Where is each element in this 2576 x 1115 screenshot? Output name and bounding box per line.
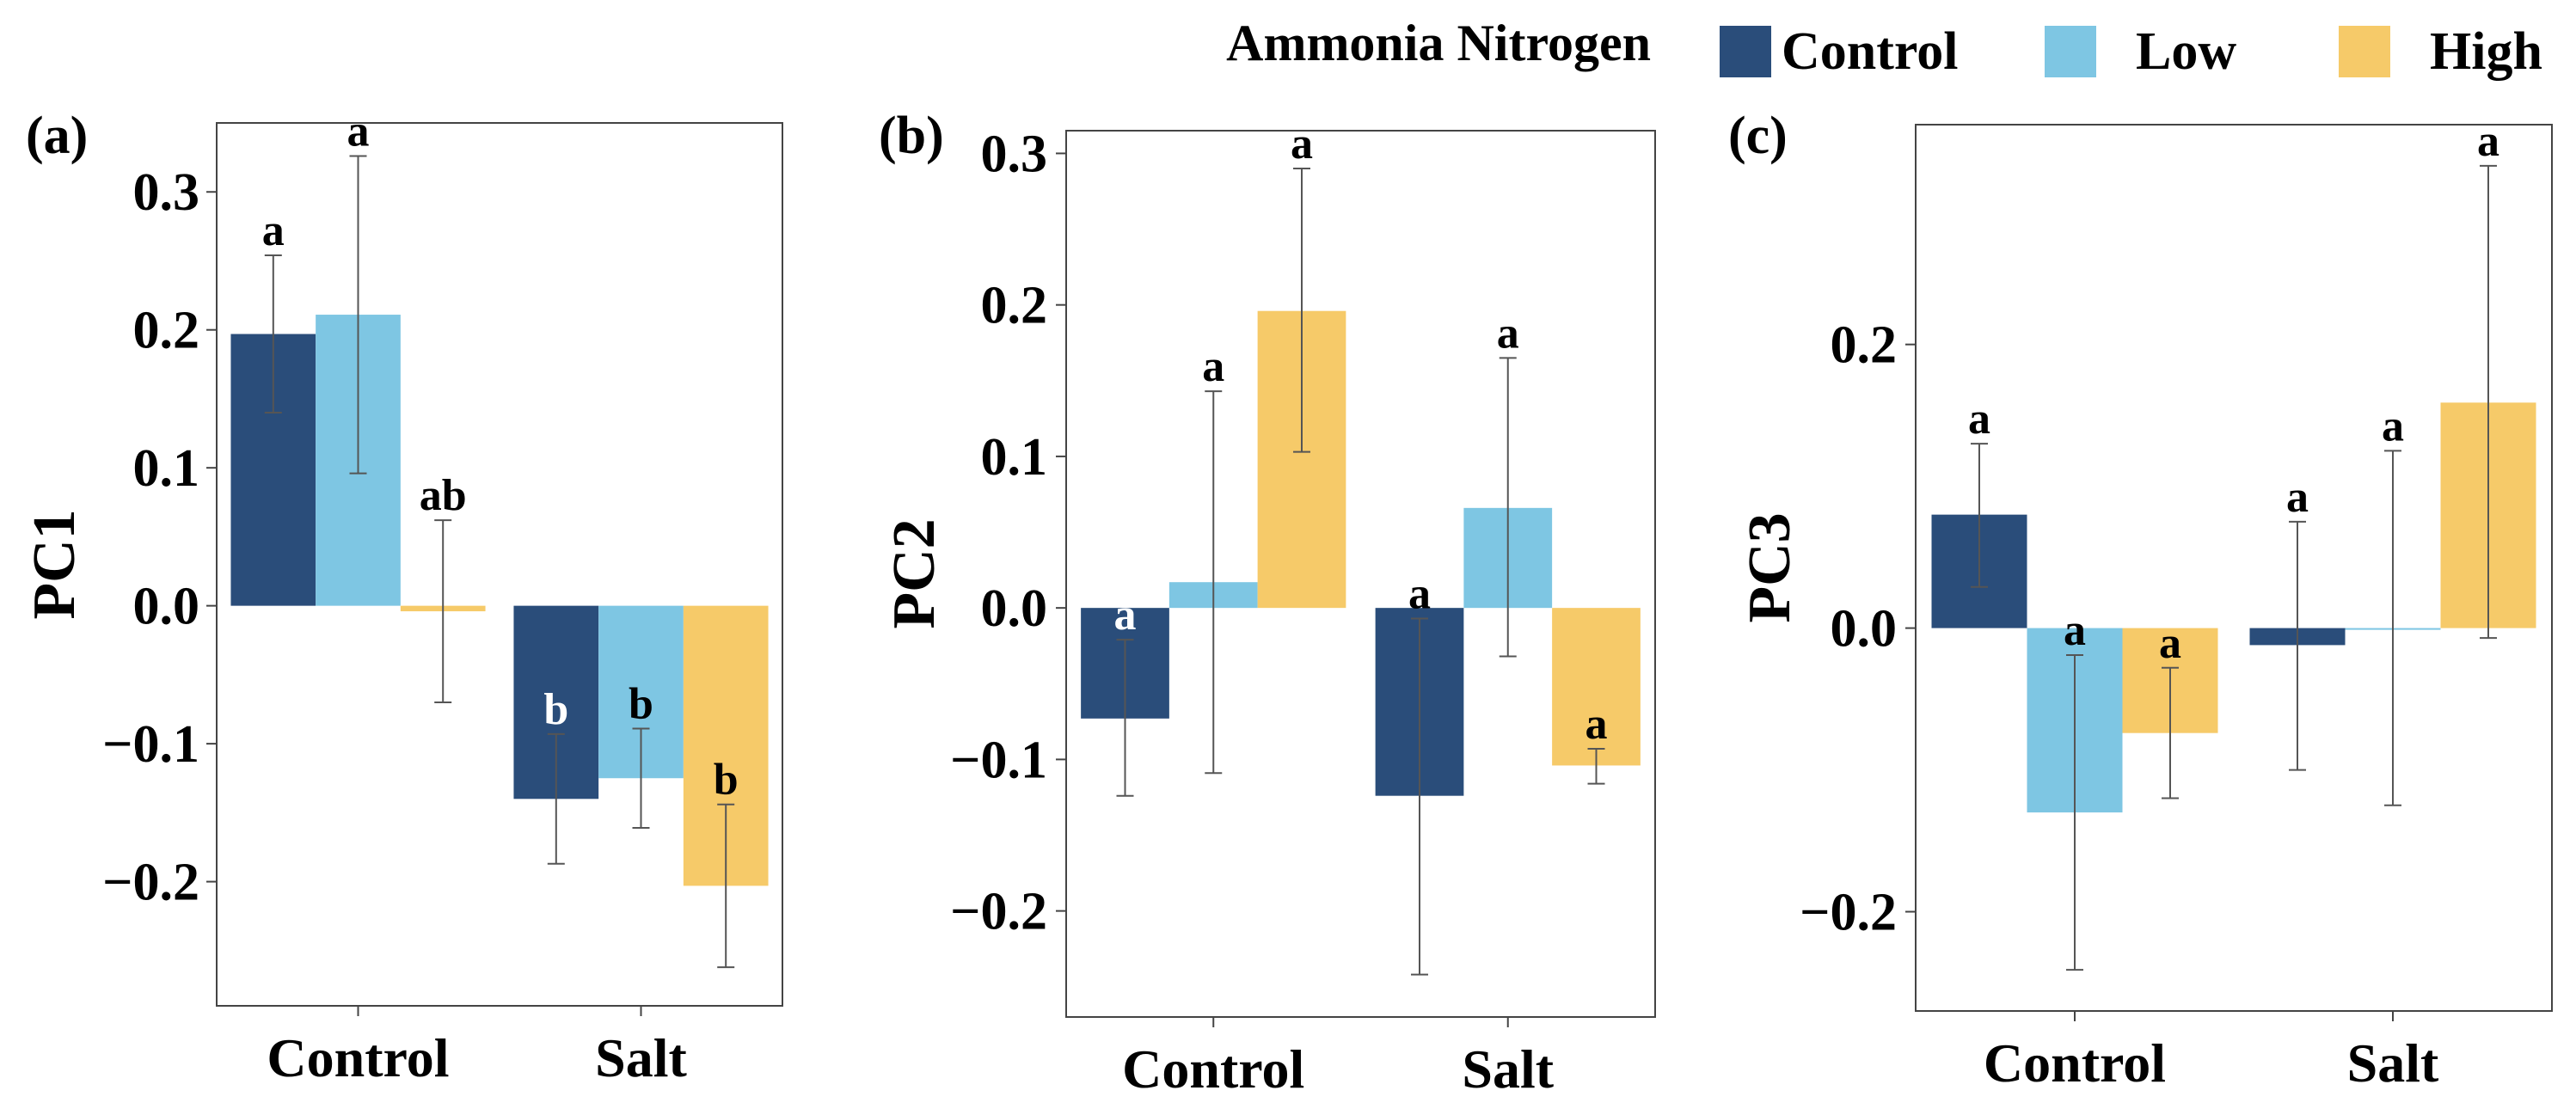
significance-letter: a (2382, 401, 2404, 450)
panel-label: (c) (1728, 107, 1788, 165)
plot-frame (1915, 124, 2553, 1012)
y-tick-label: −0.1 (950, 731, 1047, 789)
y-tick-label: 0.2 (1831, 316, 1898, 375)
significance-letter: b (629, 679, 653, 728)
significance-letter: a (1968, 395, 1990, 444)
significance-letter: a (2064, 606, 2086, 655)
y-tick-label: −0.2 (102, 854, 199, 912)
x-tick-label: Salt (2347, 1032, 2439, 1094)
significance-letter: a (1497, 309, 1519, 358)
significance-letter: b (714, 756, 739, 805)
legend-swatch-low (2045, 26, 2096, 77)
x-tick-label: Salt (595, 1027, 687, 1088)
panel-b-pc2: (b) PC2 0.3 0.2 0.1 0.0 −0.1 −0.2 Control a a a Salt… (879, 107, 1656, 1100)
y-axis-label: PC1 (21, 509, 88, 619)
y-tick-label: 0.0 (1831, 600, 1898, 659)
legend-title: Ammonia Nitrogen (1226, 15, 1651, 71)
legend-swatch-high (2339, 26, 2390, 77)
panel-a-pc1: (a) PC1 0.3 0.2 0.1 0.0 −0.1 −0.2 Control a a ab Sal… (21, 107, 783, 1088)
significance-letter: a (1202, 342, 1224, 391)
y-tick-label: 0.1 (133, 439, 200, 498)
significance-letter: a (2159, 619, 2181, 668)
x-tick-label: Control (267, 1027, 449, 1088)
panel-label: (b) (879, 107, 944, 165)
y-tick-label: 0.1 (981, 428, 1048, 487)
significance-letter: a (2286, 473, 2309, 522)
significance-letter: ab (420, 471, 467, 520)
y-tick-label: −0.2 (1800, 884, 1897, 942)
significance-letter: a (1114, 591, 1137, 640)
significance-letter: a (1408, 569, 1431, 618)
panel-c-pc3: (c) PC3 0.2 0.0 −0.2 Control a a a Salt a a a (1728, 107, 2553, 1094)
significance-letter: a (2477, 117, 2499, 166)
significance-letter: a (262, 206, 285, 255)
x-tick-label: Salt (1462, 1038, 1554, 1100)
legend: Ammonia Nitrogen Control Low High (1226, 15, 2542, 81)
significance-letter: a (1291, 119, 1313, 168)
panel-label: (a) (26, 107, 88, 165)
y-tick-label: −0.1 (102, 715, 199, 774)
plot-frame (216, 122, 783, 1007)
y-axis-label: PC3 (1737, 512, 1803, 622)
legend-label-control: Control (1782, 22, 1959, 81)
y-axis-label: PC2 (881, 518, 948, 628)
legend-swatch-control (1720, 26, 1771, 77)
y-tick-label: 0.2 (133, 302, 200, 360)
x-tick-label: Control (1122, 1038, 1304, 1100)
y-tick-label: 0.0 (133, 578, 200, 636)
y-tick-label: −0.2 (950, 883, 1047, 941)
significance-letter: b (543, 685, 568, 734)
significance-letter: a (347, 107, 370, 156)
legend-label-low: Low (2136, 22, 2236, 81)
significance-letter: a (1585, 700, 1608, 749)
y-tick-label: 0.2 (981, 277, 1048, 335)
y-tick-label: 0.3 (981, 125, 1048, 183)
y-tick-label: 0.3 (133, 163, 200, 222)
x-tick-label: Control (1984, 1032, 2166, 1094)
y-tick-label: 0.0 (981, 579, 1048, 638)
bar-high (1552, 608, 1641, 766)
plot-frame (1065, 130, 1656, 1018)
legend-label-high: High (2430, 22, 2542, 81)
